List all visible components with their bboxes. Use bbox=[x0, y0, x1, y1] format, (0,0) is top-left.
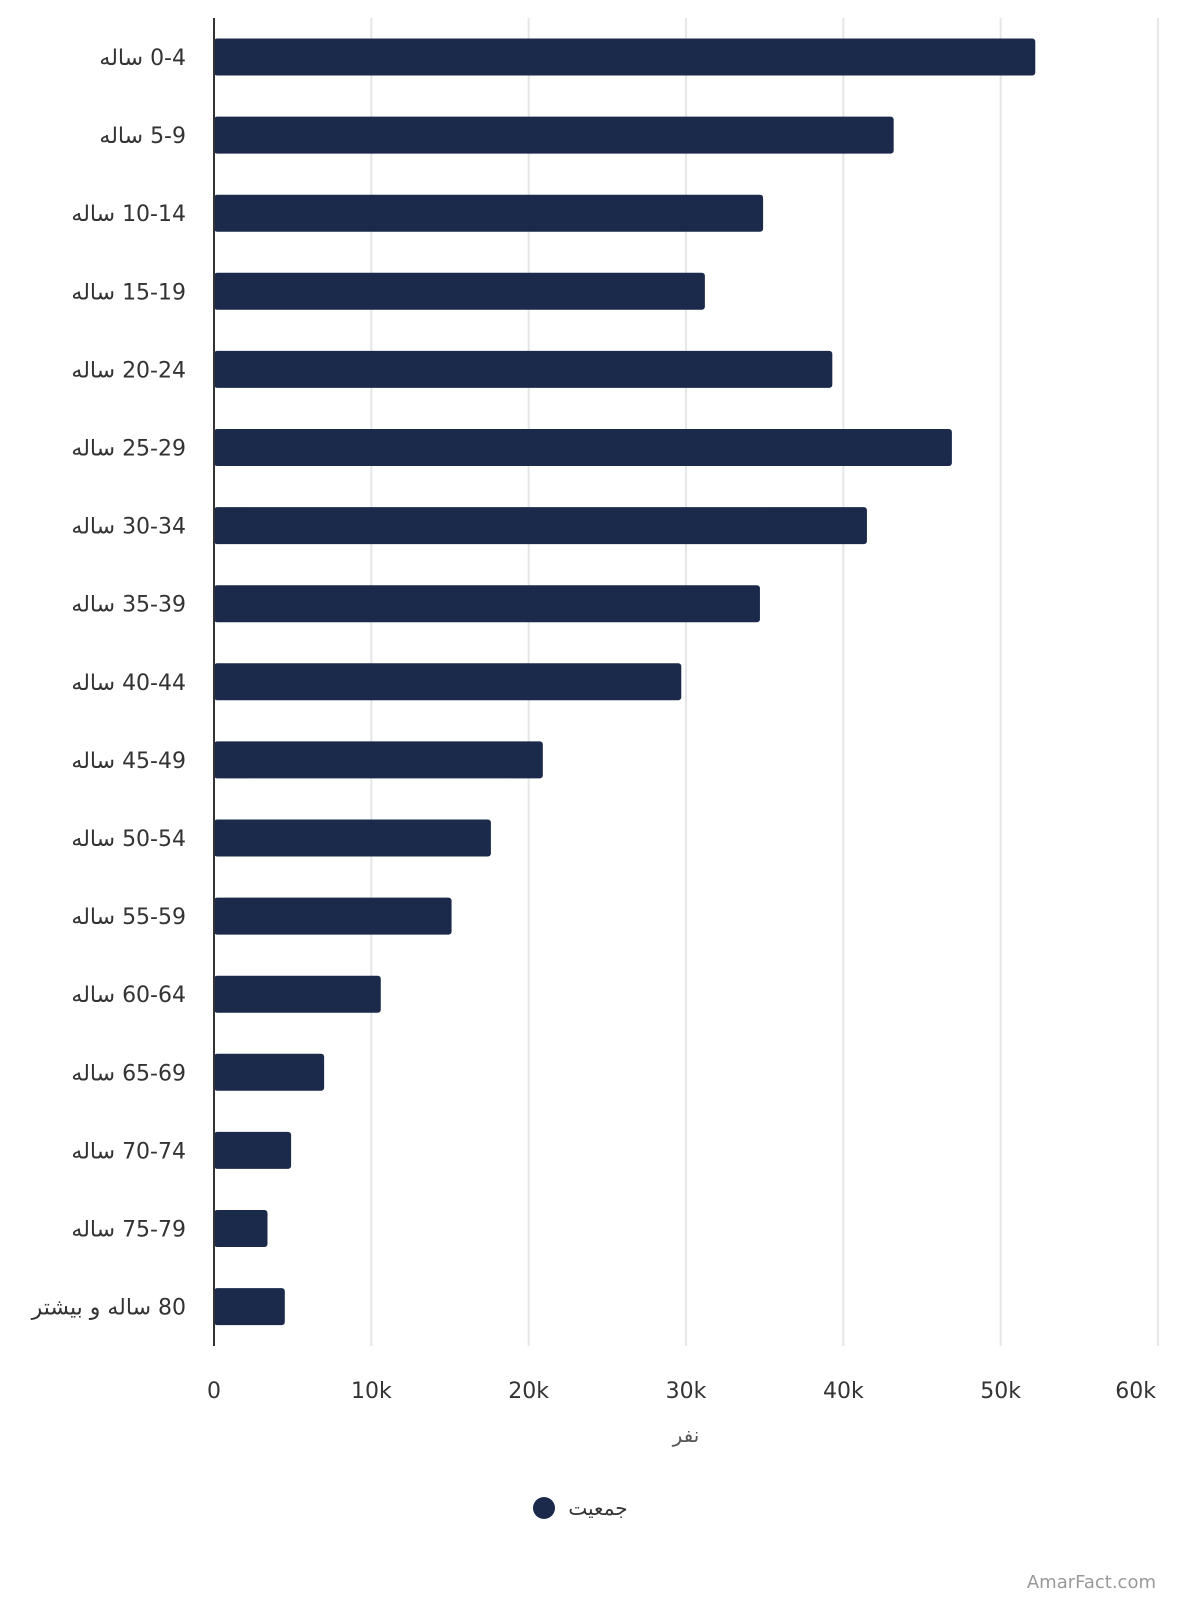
bar-11 bbox=[214, 897, 452, 935]
bar-13 bbox=[214, 1053, 325, 1091]
bar-5 bbox=[214, 429, 952, 466]
category-label-15: 75-79 ساله bbox=[71, 1218, 186, 1243]
bars bbox=[214, 38, 1036, 1326]
x-tick-labels: 0 10k 20k 30k 40k 50k 60k bbox=[207, 1379, 1156, 1404]
x-tick-label-3: 30k bbox=[666, 1379, 707, 1404]
bar-15 bbox=[214, 1210, 268, 1247]
bar-12 bbox=[214, 975, 381, 1013]
x-tick-label-1: 10k bbox=[351, 1379, 392, 1404]
source-credit: AmarFact.com bbox=[1027, 1572, 1156, 1593]
category-label-6: 30-34 ساله bbox=[71, 515, 186, 540]
bar-0 bbox=[214, 38, 1036, 76]
category-label-9: 45-49 ساله bbox=[71, 749, 186, 774]
category-labels: 0-4 ساله 5-9 ساله 10-14 ساله 15-19 ساله 20-2… bbox=[31, 46, 186, 1321]
x-tick-label-0: 0 bbox=[207, 1379, 221, 1404]
x-tick-label-5: 50k bbox=[980, 1379, 1021, 1404]
bar-10 bbox=[214, 819, 491, 857]
x-tick-label-6: 60k bbox=[1115, 1379, 1156, 1404]
category-label-13: 65-69 ساله bbox=[71, 1061, 186, 1086]
category-label-14: 70-74 ساله bbox=[71, 1139, 186, 1164]
bar-7 bbox=[214, 585, 760, 623]
grid-lines bbox=[370, 18, 1159, 1346]
category-label-10: 50-54 ساله bbox=[71, 827, 186, 852]
legend-label-population: جمعیت bbox=[568, 1496, 627, 1520]
category-label-1: 5-9 ساله bbox=[99, 124, 186, 149]
legend: جمعیت bbox=[533, 1496, 628, 1520]
category-label-5: 25-29 ساله bbox=[71, 437, 186, 462]
bar-2 bbox=[214, 194, 764, 232]
bar-6 bbox=[214, 507, 867, 545]
x-tick-label-2: 20k bbox=[508, 1379, 549, 1404]
bar-16 bbox=[214, 1288, 285, 1326]
bar-14 bbox=[214, 1131, 292, 1169]
bar-4 bbox=[214, 350, 833, 388]
x-tick-label-4: 40k bbox=[823, 1379, 864, 1404]
category-label-0: 0-4 ساله bbox=[99, 46, 186, 71]
bar-9 bbox=[214, 741, 543, 779]
bar-3 bbox=[214, 272, 705, 310]
x-axis-title: نفر bbox=[672, 1423, 700, 1447]
category-label-12: 60-64 ساله bbox=[71, 983, 186, 1008]
category-label-16: 80 ساله و بیشتر bbox=[31, 1296, 186, 1321]
category-label-11: 55-59 ساله bbox=[71, 905, 186, 930]
bar-8 bbox=[214, 663, 682, 701]
category-label-3: 15-19 ساله bbox=[71, 280, 186, 305]
category-label-2: 10-14 ساله bbox=[71, 202, 186, 227]
category-label-8: 40-44 ساله bbox=[71, 671, 186, 696]
bar-1 bbox=[214, 116, 894, 154]
legend-swatch-icon bbox=[533, 1497, 555, 1519]
category-label-4: 20-24 ساله bbox=[71, 358, 186, 383]
category-label-7: 35-39 ساله bbox=[71, 593, 186, 618]
